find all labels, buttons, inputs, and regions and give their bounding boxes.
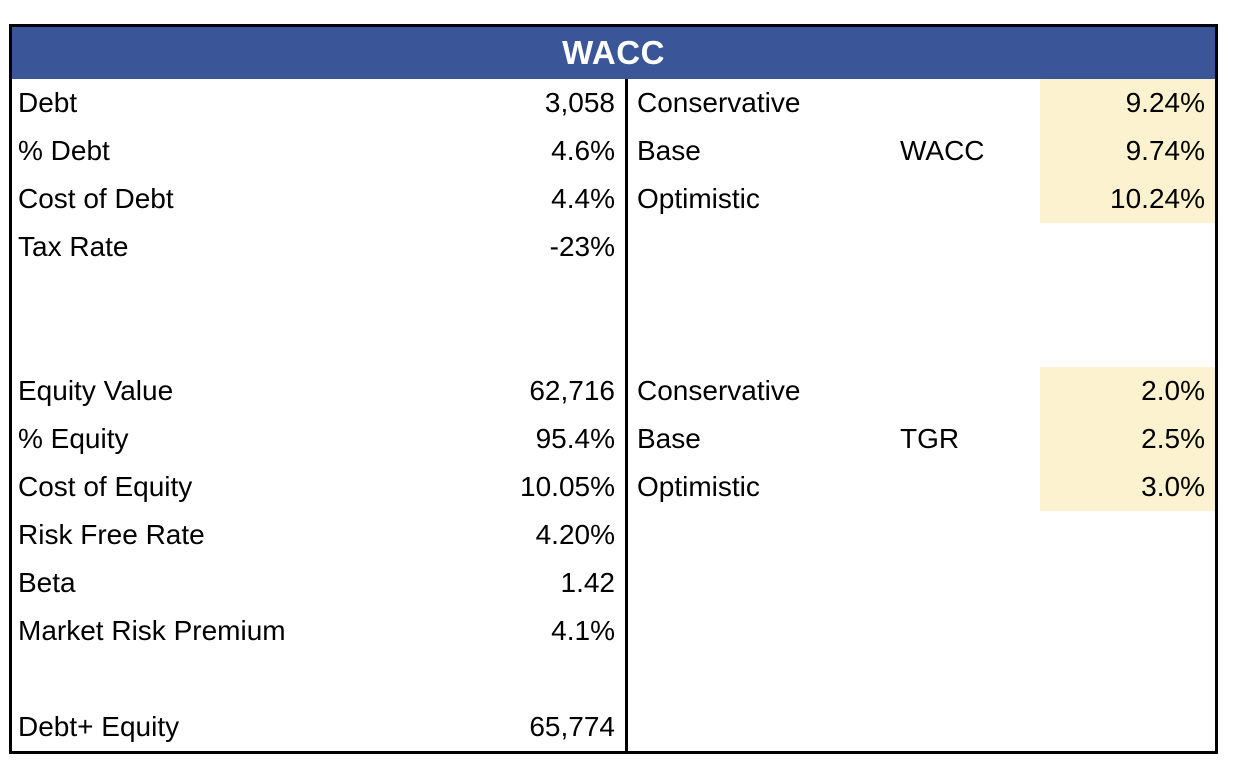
inputs-pane: Debt 3,058 % Debt 4.6% Cost of Debt 4.4%… [12, 79, 628, 751]
scenario-row-blank [628, 319, 1215, 367]
table-row-market-risk-premium: Market Risk Premium 4.1% [12, 607, 625, 655]
metric-label: TGR [900, 423, 960, 454]
table-row-beta: Beta 1.42 [12, 559, 625, 607]
table-row-debt-plus-equity: Debt+ Equity 65,774 [12, 703, 625, 751]
table-body: Debt 3,058 % Debt 4.6% Cost of Debt 4.4%… [12, 79, 1215, 751]
scenario-row-wacc-conservative: Conservative 9.24% [628, 79, 1215, 127]
scenario-value-cell[interactable]: 3.0% [1040, 463, 1215, 511]
row-label: Cost of Equity [18, 471, 193, 502]
row-value-cell[interactable]: 1.42 [560, 567, 616, 598]
row-value-cell[interactable]: -23% [549, 231, 615, 262]
scenario-value-cell[interactable]: 2.5% [1040, 415, 1215, 463]
row-value-cell[interactable]: 62,716 [529, 375, 615, 406]
metric-label: WACC [900, 135, 985, 166]
table-row-equity-value: Equity Value 62,716 [12, 367, 625, 415]
table-row-blank [12, 271, 625, 319]
row-value-cell[interactable]: 10.05% [520, 471, 615, 502]
table-row-debt: Debt 3,058 [12, 79, 625, 127]
row-label: Beta [18, 567, 76, 598]
scenario-value-cell[interactable]: 2.0% [1040, 367, 1215, 415]
row-label: Cost of Debt [18, 183, 174, 214]
scenario-row-blank [628, 607, 1215, 655]
row-label: % Debt [18, 135, 110, 166]
scenario-label: Optimistic [637, 471, 760, 502]
scenario-row-wacc-base: Base WACC 9.74% [628, 127, 1215, 175]
table-row-blank [12, 319, 625, 367]
row-value-cell[interactable]: 3,058 [544, 87, 615, 118]
scenario-row-wacc-optimistic: Optimistic 10.24% [628, 175, 1215, 223]
row-label: Equity Value [18, 375, 174, 406]
table-row-cost-of-equity: Cost of Equity 10.05% [12, 463, 625, 511]
scenario-label: Conservative [637, 375, 801, 406]
scenario-row-blank [628, 511, 1215, 559]
row-value-cell[interactable]: 4.20% [535, 519, 615, 550]
scenario-row-blank [628, 271, 1215, 319]
scenario-value-cell[interactable]: 10.24% [1040, 175, 1215, 223]
scenario-row-blank [628, 703, 1215, 751]
scenario-row-tgr-base: Base TGR 2.5% [628, 415, 1215, 463]
row-label: Tax Rate [18, 231, 129, 262]
scenario-row-tgr-optimistic: Optimistic 3.0% [628, 463, 1215, 511]
scenario-label: Optimistic [637, 183, 760, 214]
row-value-cell[interactable]: 65,774 [529, 711, 615, 742]
row-value-cell[interactable]: 95.4% [535, 423, 615, 454]
table-row-cost-of-debt: Cost of Debt 4.4% [12, 175, 625, 223]
row-label: Debt [18, 87, 78, 118]
row-label: Debt+ Equity [18, 711, 180, 742]
row-label: % Equity [18, 423, 129, 454]
scenarios-pane: Conservative 9.24% Base WACC 9.74% Optim… [628, 79, 1215, 751]
row-value-cell[interactable]: 4.1% [551, 615, 615, 646]
scenario-value-cell[interactable]: 9.24% [1040, 79, 1215, 127]
table-row-blank [12, 655, 625, 703]
scenario-row-tgr-conservative: Conservative 2.0% [628, 367, 1215, 415]
table-row-risk-free-rate: Risk Free Rate 4.20% [12, 511, 625, 559]
table-row-pct-equity: % Equity 95.4% [12, 415, 625, 463]
table-title: WACC [12, 27, 1215, 79]
scenario-row-blank [628, 655, 1215, 703]
wacc-table: WACC Debt 3,058 % Debt 4.6% Cost of Debt… [9, 24, 1218, 754]
row-label: Market Risk Premium [18, 615, 286, 646]
row-value-cell[interactable]: 4.6% [551, 135, 615, 166]
scenario-label: Conservative [637, 87, 801, 118]
row-value-cell[interactable]: 4.4% [551, 183, 615, 214]
table-row-pct-debt: % Debt 4.6% [12, 127, 625, 175]
scenario-row-blank [628, 223, 1215, 271]
scenario-value-cell[interactable]: 9.74% [1040, 127, 1215, 175]
scenario-label: Base [637, 135, 701, 166]
scenario-label: Base [637, 423, 701, 454]
table-row-tax-rate: Tax Rate -23% [12, 223, 625, 271]
scenario-row-blank [628, 559, 1215, 607]
row-label: Risk Free Rate [18, 519, 205, 550]
